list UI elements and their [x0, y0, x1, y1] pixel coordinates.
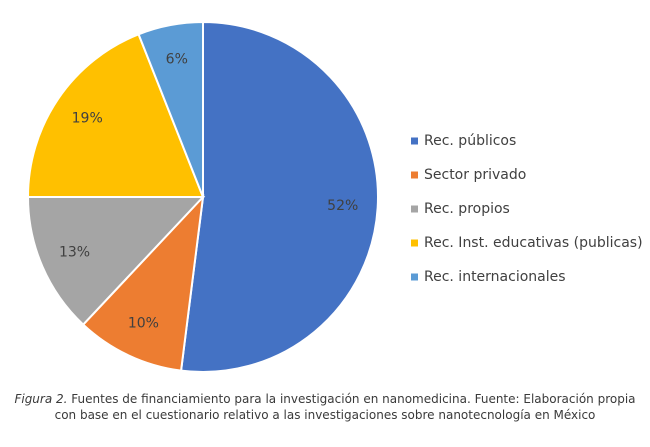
- data-label: 10%: [128, 316, 159, 332]
- caption-block: Figura 2. Fuentes de financiamiento para…: [12, 391, 638, 423]
- data-label: 13%: [59, 245, 90, 261]
- data-label: 52%: [327, 198, 358, 214]
- pie-slice: [179, 20, 380, 373]
- caption-label: Figura 2.: [14, 392, 68, 406]
- legend-label: Rec. Inst. educativas (publicas): [424, 235, 643, 251]
- pie-slice: [26, 32, 205, 198]
- pie-slice: [26, 196, 206, 326]
- data-label: 19%: [72, 110, 103, 126]
- legend-swatch: [411, 273, 418, 281]
- caption-text: Fuentes de financiamiento para la invest…: [54, 392, 636, 422]
- chart: 52% 10% 13% 19% 6% Rec. públicos Sector privad…: [26, 20, 643, 373]
- pie-slice: [137, 20, 204, 198]
- legend-label: Rec. internacionales: [424, 269, 566, 285]
- legend-label: Sector privado: [424, 167, 526, 183]
- legend-label: Rec. propios: [424, 201, 510, 217]
- pie-slice: [81, 194, 205, 372]
- legend-swatch: [411, 205, 418, 213]
- legend-swatch: [411, 171, 418, 179]
- legend-swatch: [411, 239, 418, 247]
- legend-swatch: [411, 137, 418, 145]
- legend-label: Rec. públicos: [424, 133, 516, 149]
- data-label: 6%: [166, 51, 188, 67]
